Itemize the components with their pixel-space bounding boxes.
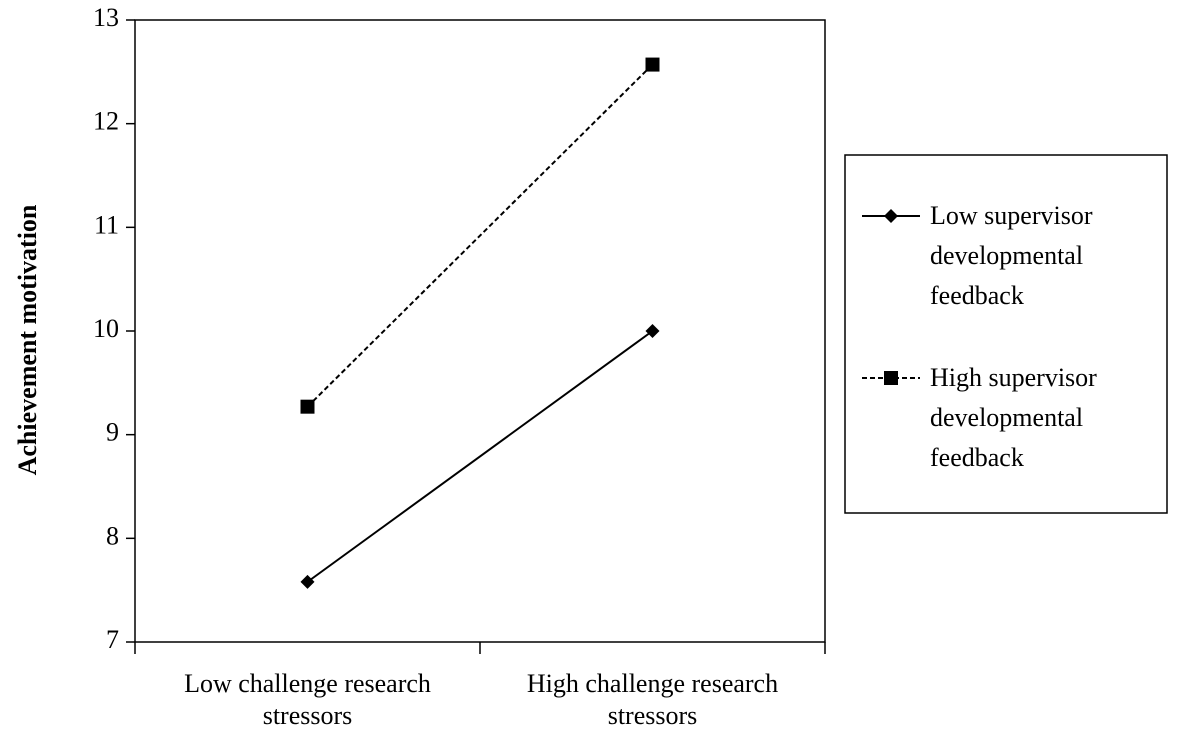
point [300, 574, 315, 589]
y-tick-label: 10 [93, 314, 119, 343]
y-tick-label: 9 [106, 418, 119, 447]
series-line [306, 63, 654, 408]
plot-frame [134, 19, 826, 643]
point [300, 399, 315, 414]
legend-label: High supervisor developmental feedback [930, 363, 1097, 472]
y-tick-label: 11 [94, 210, 119, 239]
legend-box [844, 154, 1168, 514]
legend-label: Low supervisor developmental feedback [930, 201, 1093, 310]
y-tick-label: 12 [93, 107, 119, 136]
y-tick-label: 8 [106, 521, 119, 550]
x-tick-label: Low challenge research stressors [184, 669, 431, 730]
point [645, 324, 660, 338]
y-tick-label: 7 [106, 625, 119, 654]
y-axis-title: Achievement motivation [13, 204, 42, 475]
y-tick-label: 13 [93, 3, 119, 32]
point [645, 57, 660, 72]
series-line [306, 330, 654, 583]
legend-marker [884, 371, 898, 385]
x-tick-label: High challenge research stressors [526, 669, 779, 730]
legend-marker [884, 209, 898, 223]
